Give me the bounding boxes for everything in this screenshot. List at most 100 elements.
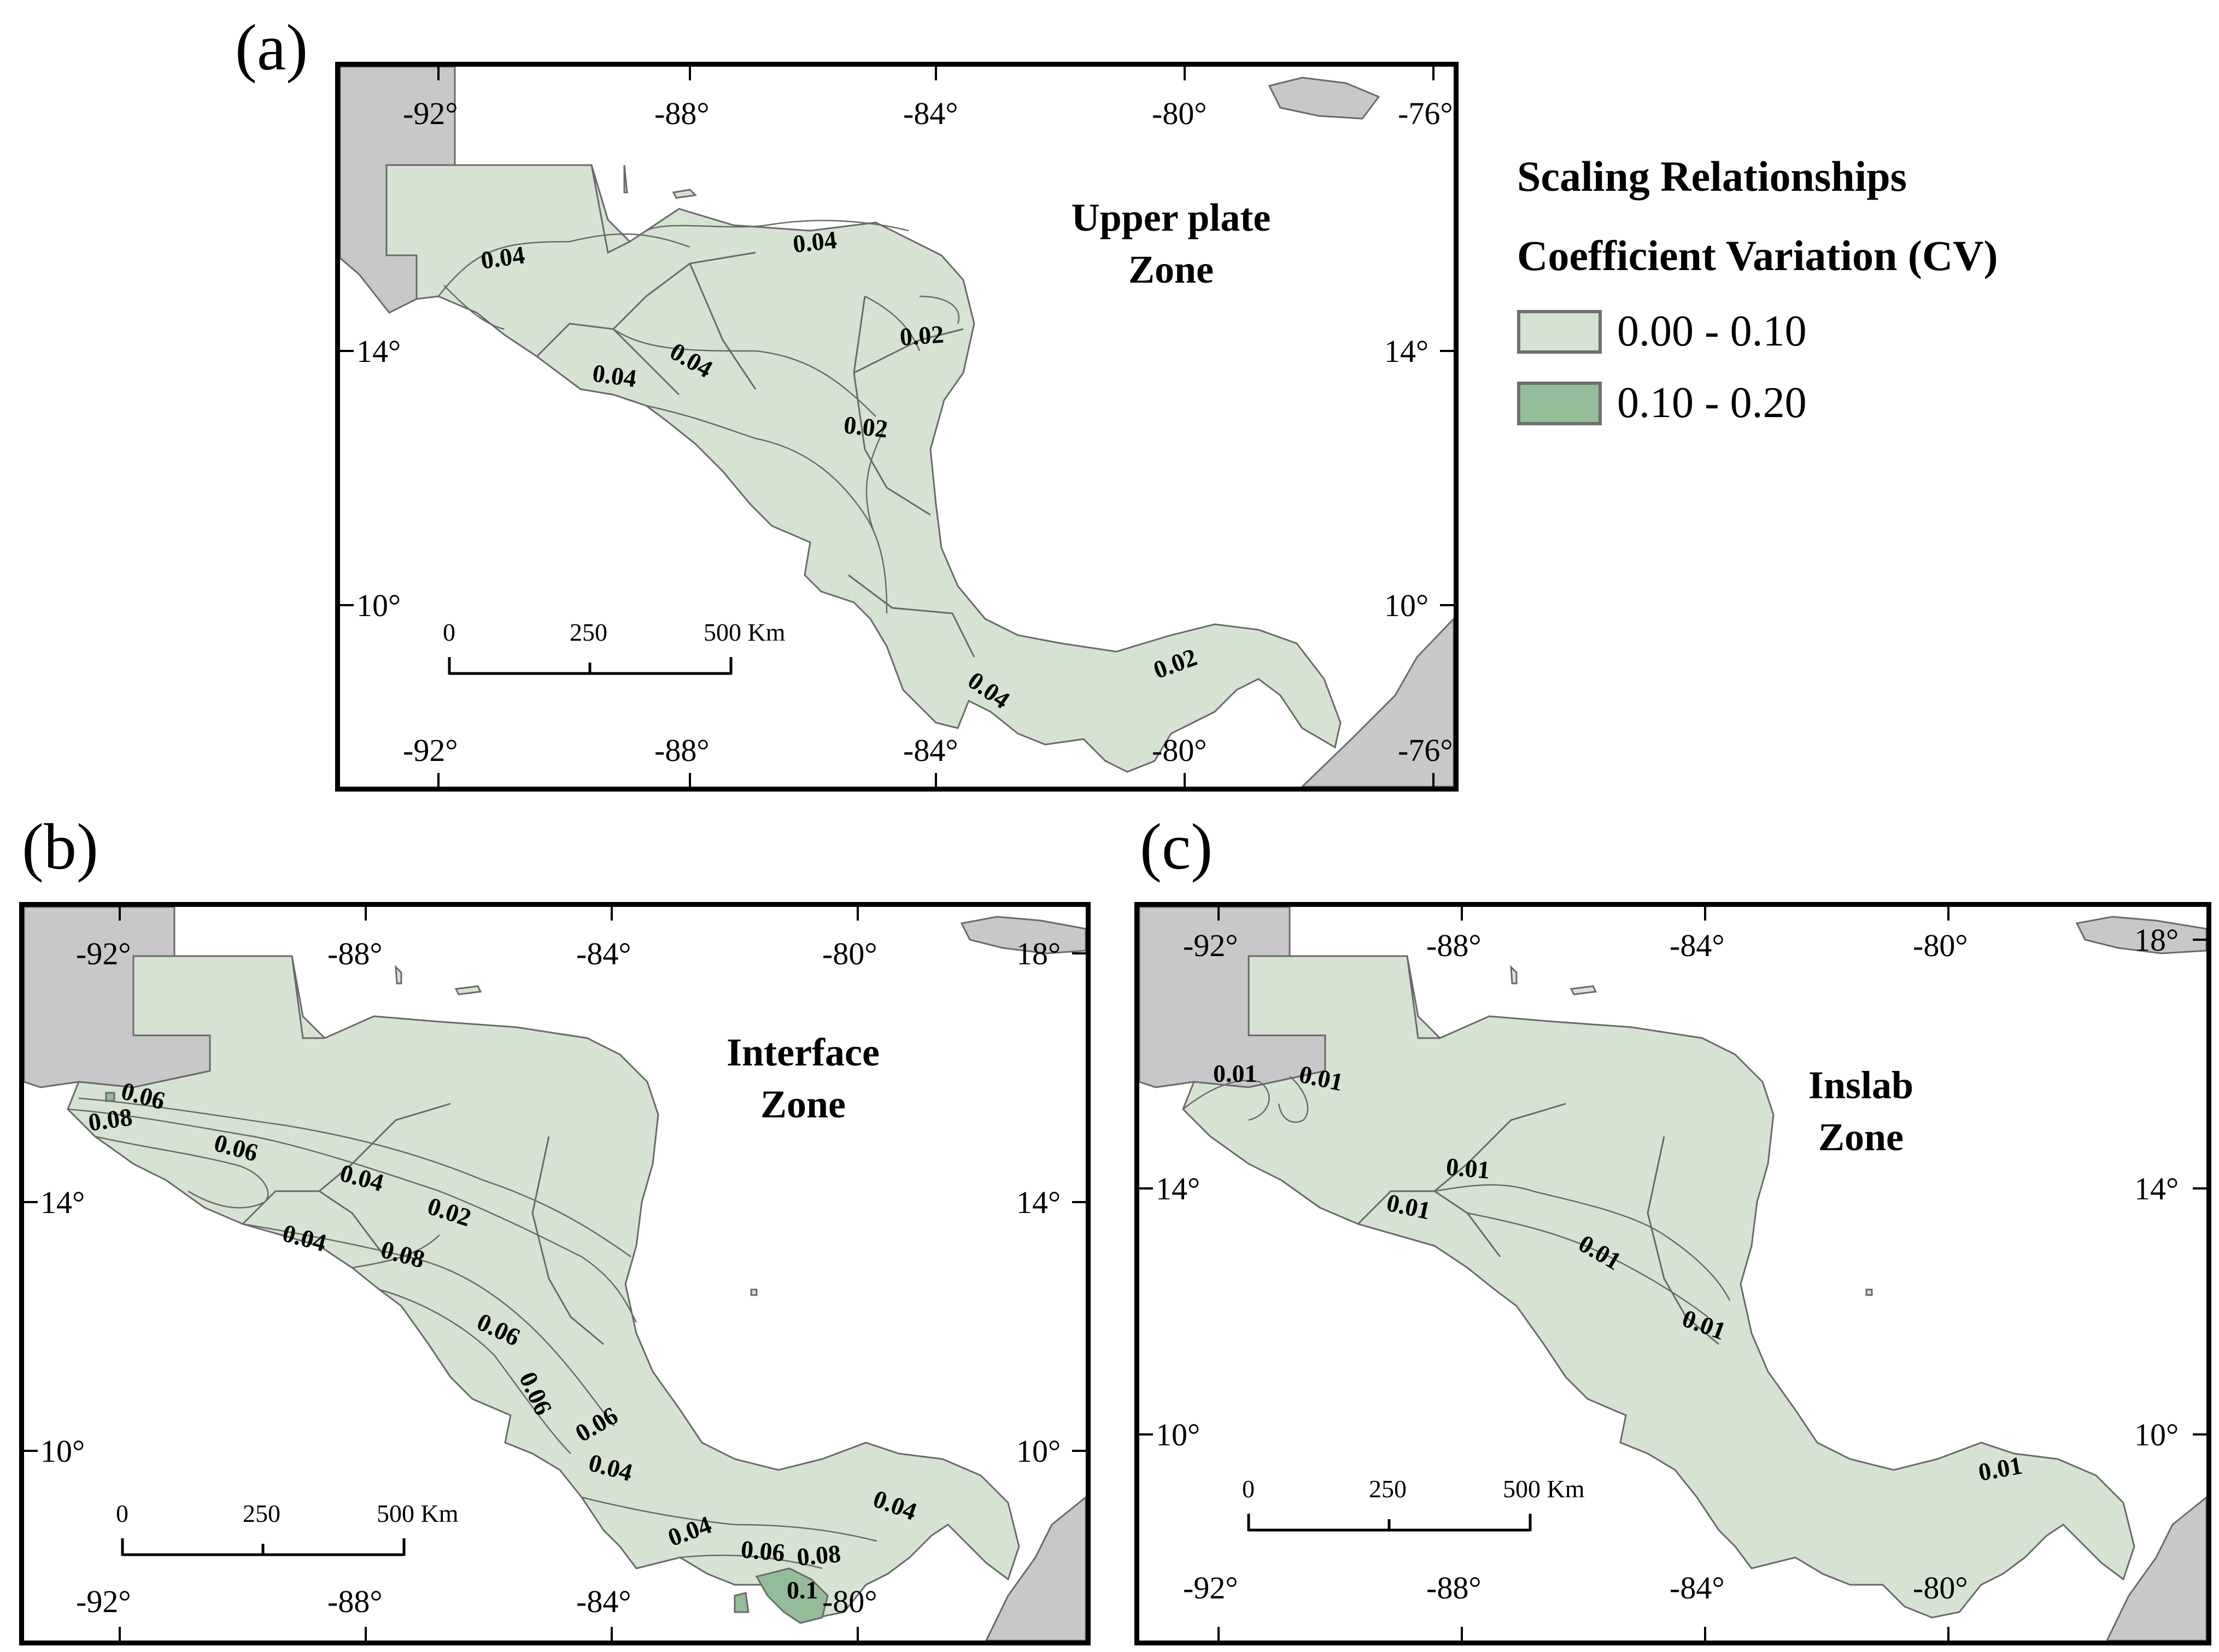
lat-label-b-right-2: 14° [1016, 1185, 1061, 1220]
lon-label-a-bottom-1: -92° [403, 733, 458, 768]
contour-label: 0.1 [787, 1576, 818, 1604]
zone-title-a-1: Upper plate [1072, 196, 1271, 239]
contour-label: 0.08 [86, 1103, 134, 1137]
colombia-landmass [1301, 617, 1454, 787]
lon-label-b-bottom-3: -84° [576, 1584, 631, 1619]
zone-title-b-1: Interface [727, 1030, 880, 1074]
lat-label-b-left-2: 10° [40, 1433, 85, 1469]
scale-bar-b [121, 1538, 406, 1556]
legend-item-high: 0.10 - 0.20 [1517, 378, 1998, 428]
lon-label-a-top-1: -92° [403, 96, 458, 131]
lon-label-c-bottom-1: -92° [1183, 1570, 1238, 1606]
legend: Scaling Relationships Coefficient Variat… [1517, 152, 1998, 428]
lat-label-c-right-3: 10° [2134, 1417, 2179, 1452]
bay-islands [395, 965, 758, 1296]
contour-label: 0.02 [842, 411, 889, 443]
scale-label-c-0: 0 [1242, 1475, 1255, 1503]
map-panel-b: -92° -88° -84° -80° -92° -88° -84° -80° … [19, 902, 1091, 1645]
central-america-landmass [67, 955, 1020, 1619]
lon-label-c-top-3: -84° [1670, 928, 1725, 963]
zone-title-a-2: Zone [1128, 248, 1214, 291]
lon-label-a-top-3: -84° [903, 96, 958, 131]
legend-swatch-high [1517, 381, 1602, 425]
bay-islands [1510, 965, 1873, 1296]
lon-label-b-top-4: -80° [822, 936, 877, 971]
zone-title-c-1: Inslab [1808, 1063, 1913, 1107]
contour-lines [438, 220, 960, 614]
scale-label-a-250: 250 [570, 618, 607, 646]
scale-label-b-250: 250 [243, 1499, 280, 1527]
lon-label-a-top-4: -80° [1152, 96, 1207, 131]
contour-label: 0.04 [792, 226, 838, 258]
lon-label-b-bottom-1: -92° [76, 1584, 131, 1619]
scale-label-a-0: 0 [443, 618, 455, 646]
contour-label: 0.06 [740, 1535, 786, 1567]
scale-label-c-500: 500 Km [1503, 1475, 1585, 1503]
legend-label-low: 0.00 - 0.10 [1617, 307, 1807, 355]
colombia-landmass [2106, 1496, 2206, 1641]
map-a-svg: -92° -88° -84° -80° -76° -92° -88° -84° … [340, 67, 1454, 787]
map-panel-a: -92° -88° -84° -80° -76° -92° -88° -84° … [335, 62, 1459, 792]
scale-label-b-0: 0 [116, 1499, 128, 1527]
zone-title-b-2: Zone [760, 1082, 846, 1126]
contour-label: 0.01 [1213, 1059, 1257, 1087]
contour-lines [1182, 1076, 1731, 1318]
bay-islands [623, 165, 698, 199]
ticks-c [1139, 907, 2206, 1641]
map-panel-c: -92° -88° -84° -80° -92° -88° -84° -80° … [1134, 902, 2211, 1645]
zone-title-c-2: Zone [1818, 1115, 1904, 1159]
lon-label-c-top-1: -92° [1183, 928, 1238, 963]
lat-label-a-left-2: 10° [356, 588, 401, 623]
lat-label-a-right-2: 10° [1384, 588, 1428, 623]
contour-lines [67, 1097, 877, 1569]
contour-label: 0.08 [795, 1539, 842, 1571]
lat-label-c-left-2: 10° [1156, 1417, 1200, 1452]
legend-item-low: 0.00 - 0.10 [1517, 307, 1998, 356]
lon-label-b-top-3: -84° [576, 936, 631, 971]
lon-label-b-top-2: -88° [327, 936, 383, 971]
legend-title-2: Coefficient Variation (CV) [1517, 232, 1998, 279]
contour-label: 0.02 [899, 320, 945, 350]
lat-label-b-right-1: 18° [1016, 936, 1061, 971]
lat-label-b-left-1: 14° [40, 1185, 85, 1220]
map-b-svg: -92° -88° -84° -80° -92° -88° -84° -80° … [24, 907, 1086, 1641]
map-c-svg: -92° -88° -84° -80° -92° -88° -84° -80° … [1139, 907, 2206, 1641]
lat-label-c-left-1: 14° [1156, 1171, 1200, 1206]
colombia-landmass [985, 1496, 1086, 1641]
lon-label-a-top-5: -76° [1398, 96, 1453, 131]
lon-label-a-bottom-5: -76° [1398, 733, 1453, 768]
lon-label-c-bottom-3: -84° [1670, 1570, 1725, 1606]
contour-label: 0.01 [1445, 1152, 1491, 1184]
panel-letter-b: (b) [22, 810, 98, 883]
scale-label-c-250: 250 [1369, 1475, 1407, 1503]
lon-label-c-top-4: -80° [1913, 928, 1968, 963]
central-america-landmass [1182, 955, 2135, 1619]
lon-label-b-bottom-2: -88° [327, 1584, 383, 1619]
panel-letter-a: (a) [235, 11, 308, 84]
country-borders [242, 956, 604, 1345]
lon-label-c-bottom-2: -88° [1426, 1570, 1482, 1606]
ticks-b [24, 907, 1086, 1641]
lat-label-b-right-3: 10° [1016, 1433, 1061, 1469]
ticks-a [340, 67, 1454, 787]
jamaica-island [960, 916, 1086, 954]
lat-label-c-right-2: 14° [2134, 1171, 2179, 1206]
contour-label: 0.04 [591, 359, 639, 393]
lon-label-c-top-2: -88° [1426, 928, 1482, 963]
scale-label-a-500: 500 Km [704, 618, 786, 646]
lat-label-a-left-1: 14° [356, 333, 401, 369]
lon-label-a-bottom-3: -84° [903, 733, 958, 768]
lon-label-b-bottom-4: -80° [822, 1584, 877, 1619]
jamaica-island [1268, 77, 1380, 120]
jamaica-island [2075, 916, 2206, 954]
lat-label-c-right-1: 18° [2134, 922, 2179, 958]
lon-label-a-bottom-4: -80° [1152, 733, 1207, 768]
scale-bar-a [448, 657, 733, 675]
lon-label-b-top-1: -92° [76, 936, 131, 971]
lon-label-c-bottom-4: -80° [1913, 1570, 1968, 1606]
panel-letter-c: (c) [1140, 810, 1213, 883]
legend-label-high: 0.10 - 0.20 [1617, 379, 1807, 427]
high-cv-region [105, 1092, 829, 1624]
scale-label-b-500: 500 Km [377, 1499, 459, 1527]
lon-label-a-top-2: -88° [654, 96, 710, 131]
